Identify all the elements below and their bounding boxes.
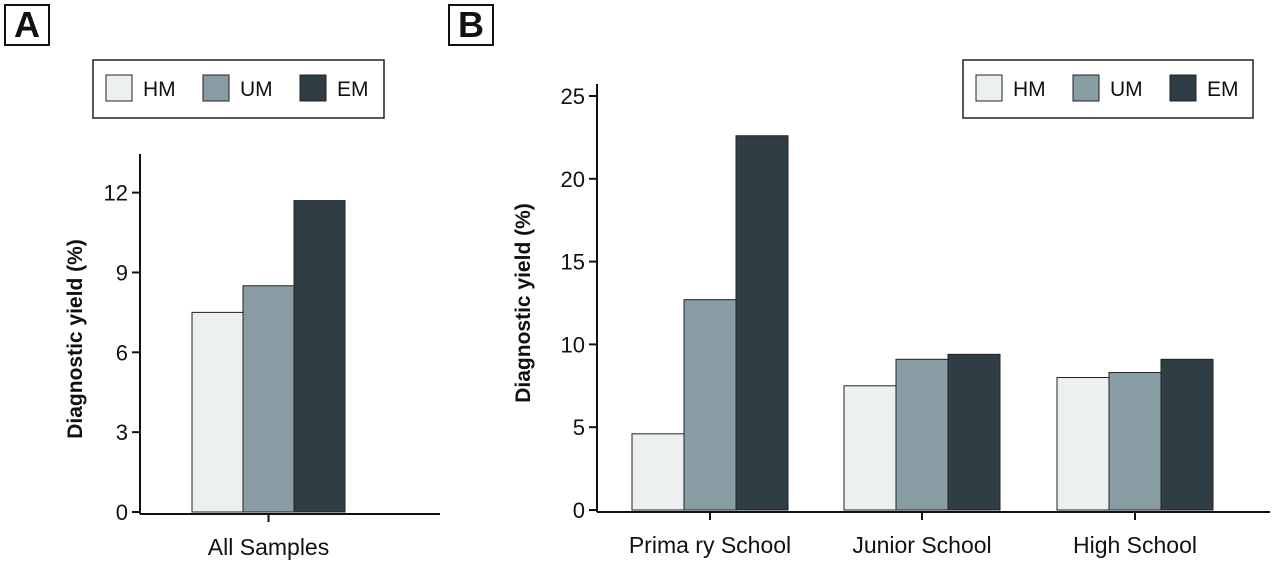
y-tick-label: 6: [116, 340, 128, 365]
y-tick-label: 10: [561, 332, 585, 357]
x-tick-label: Prima ry School: [629, 532, 791, 558]
y-tick-label: 0: [573, 498, 585, 523]
bar-hm-b-0: [631, 433, 685, 511]
bar-hm-a-0: [191, 311, 244, 513]
legend-box: [962, 59, 1254, 119]
y-tick-label: 25: [561, 84, 585, 109]
legend-box: [92, 59, 385, 119]
bar-em-b-0: [735, 135, 789, 511]
legend-swatch-um: [1072, 74, 1100, 102]
y-tick-label: 5: [573, 415, 585, 440]
y-tick-label: 12: [104, 181, 128, 206]
y-tick-label: 9: [116, 260, 128, 285]
bar-um-b-2: [1108, 372, 1162, 511]
legend-label-hm: HM: [1013, 78, 1046, 101]
y-tick-label: 20: [561, 167, 585, 192]
legend-swatch-em: [299, 74, 327, 102]
bar-hm-b-1: [843, 385, 897, 511]
legend-swatch-hm: [975, 74, 1003, 102]
legend-swatch-em: [1169, 74, 1197, 102]
bar-em-a-0: [293, 200, 346, 513]
bar-um-a-0: [242, 285, 295, 513]
y-tick-label: 3: [116, 420, 128, 445]
legend-label-um: UM: [1110, 78, 1143, 101]
legend-label-em: EM: [337, 78, 369, 101]
bar-em-b-2: [1160, 358, 1214, 511]
y-axis-label: Diagnostic yield (%): [64, 239, 87, 439]
legend-swatch-hm: [105, 74, 133, 102]
panel-label-b: B: [448, 4, 494, 46]
bar-hm-b-2: [1056, 377, 1110, 511]
legend-label-um: UM: [240, 78, 273, 101]
legend-label-hm: HM: [143, 78, 176, 101]
bar-um-b-1: [895, 358, 949, 511]
x-tick-label: High School: [1073, 532, 1197, 558]
x-tick-label: Junior School: [852, 532, 991, 558]
bar-em-b-1: [947, 353, 1001, 511]
y-tick-label: 0: [116, 500, 128, 525]
x-tick-label: All Samples: [208, 534, 329, 560]
y-axis-label: Diagnostic yield (%): [512, 203, 535, 403]
y-tick-label: 15: [561, 250, 585, 275]
bar-um-b-0: [683, 299, 737, 511]
legend-label-em: EM: [1207, 78, 1239, 101]
panel-label-a: A: [4, 4, 50, 46]
legend-swatch-um: [202, 74, 230, 102]
